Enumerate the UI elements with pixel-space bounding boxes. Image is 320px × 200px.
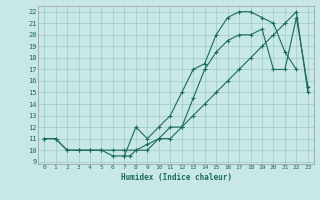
X-axis label: Humidex (Indice chaleur): Humidex (Indice chaleur) <box>121 173 231 182</box>
